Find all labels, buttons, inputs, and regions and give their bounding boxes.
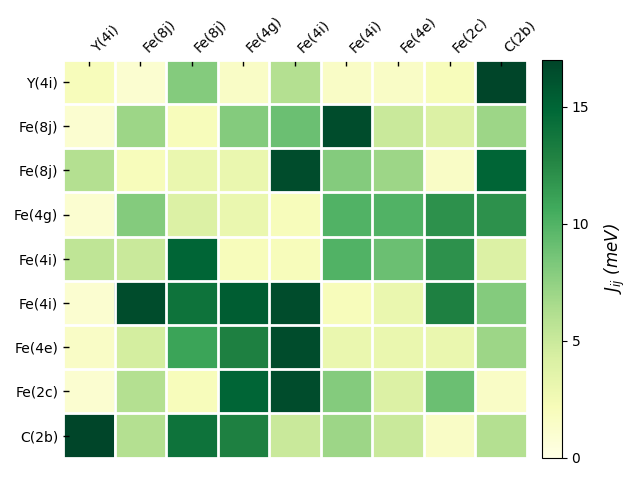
Y-axis label: $J_{ij}$ (meV): $J_{ij}$ (meV) [603,223,627,294]
